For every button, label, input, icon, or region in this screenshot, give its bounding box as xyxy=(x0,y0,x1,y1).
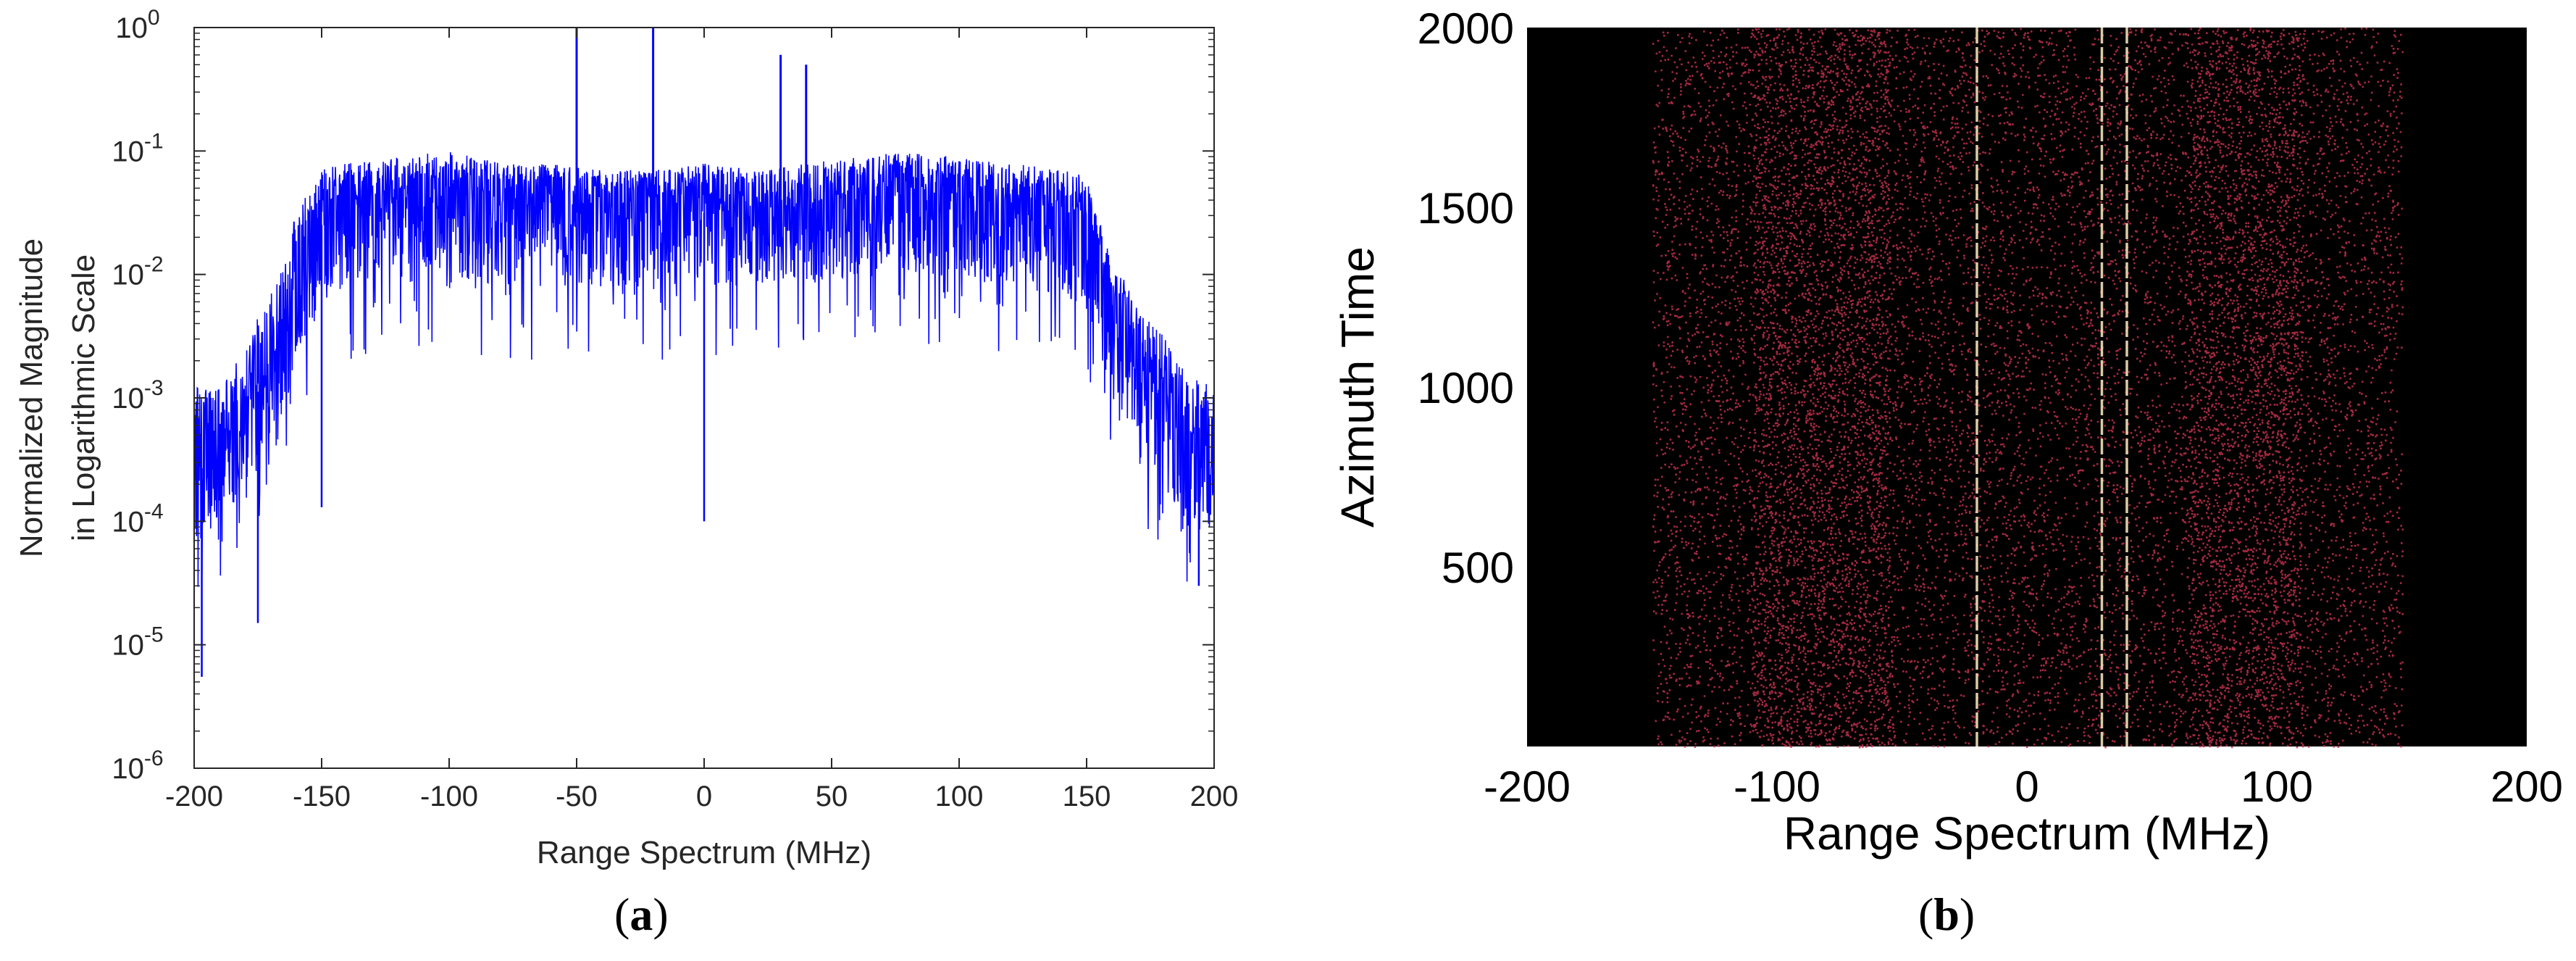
panel-b-image-background xyxy=(1527,28,2527,746)
panel-a-y-tick-label: 10-2 xyxy=(112,253,163,291)
caption-a: (a) xyxy=(614,889,669,940)
caption-a-letter: a xyxy=(630,889,653,940)
panel-b-x-tick-label: -100 xyxy=(1734,762,1820,811)
panel-b-y-tick-label: 500 xyxy=(1442,544,1514,592)
panel-b-x-tick-label: 200 xyxy=(2491,762,2563,811)
panel-a-y-axis-label-line1: Normalized Magnitude xyxy=(14,238,49,557)
panel-a-y-tick-label: 10-6 xyxy=(112,746,163,785)
panel-b-x-tick-label: 0 xyxy=(2015,762,2038,811)
panel-a-x-tick-label: 200 xyxy=(1190,781,1239,812)
panel-a-chart: -200 -150 -100 -50 0 50 100 150 200 10-6 10-5 10-4… xyxy=(14,6,1238,870)
panel-a-series-traces xyxy=(193,28,1215,677)
panel-a-x-axis-label: Range Spectrum (MHz) xyxy=(537,835,871,870)
panel-b-dot-field xyxy=(1652,28,2404,749)
panel-a-y-axis-label-line2: in Logarithmic Scale xyxy=(66,254,101,541)
panel-b-x-tick-label: 100 xyxy=(2241,762,2313,811)
panel-b-scatter-dots xyxy=(1652,28,2404,749)
panel-a-x-tick-label: -200 xyxy=(165,781,223,812)
panel-a-spectrum-line xyxy=(193,152,1215,587)
panel-b-y-tick-label: 1000 xyxy=(1418,364,1514,412)
panel-b-y-tick-label: 2000 xyxy=(1418,4,1514,53)
panel-b-chart: -200 -100 0 100 200 500 1000 1500 2000 Range Sp… xyxy=(1331,4,2563,860)
caption-b-letter: b xyxy=(1933,889,1960,940)
caption-b: (b) xyxy=(1918,889,1975,940)
panel-a-x-tick-label: 100 xyxy=(935,781,984,812)
panel-a-y-tick-label: 10-4 xyxy=(112,499,163,538)
panel-a-x-tick-label: 150 xyxy=(1063,781,1111,812)
panel-a-x-tick-label: -50 xyxy=(556,781,598,812)
panel-b-x-tick-label: -200 xyxy=(1484,762,1571,811)
panel-b-y-axis-label: Azimuth Time xyxy=(1331,246,1384,528)
panel-a-x-ticks: -200 -150 -100 -50 0 50 100 150 200 xyxy=(165,28,1238,812)
panel-a-y-tick-label: 10-3 xyxy=(112,376,163,415)
panel-a-x-tick-label: 50 xyxy=(816,781,848,812)
panel-b-interference-lines xyxy=(1975,28,2128,746)
panel-a-y-tick-label: 10-5 xyxy=(112,623,163,662)
panel-b-x-axis-label: Range Spectrum (MHz) xyxy=(1783,807,2270,860)
panel-a-y-ticks: 10-6 10-5 10-4 10-3 10-2 10-1 100 xyxy=(112,6,1214,785)
panel-b-x-ticks: -200 -100 0 100 200 xyxy=(1484,762,2563,811)
panel-a-x-tick-label: -100 xyxy=(420,781,478,812)
panel-a-x-tick-label: 0 xyxy=(696,781,712,812)
panel-b-y-tick-label: 1500 xyxy=(1418,184,1514,233)
panel-b-y-ticks: 500 1000 1500 2000 xyxy=(1418,4,1514,592)
panel-a-y-tick-label: 10-1 xyxy=(112,129,163,167)
panel-a-x-tick-label: -150 xyxy=(293,781,351,812)
panel-a-y-tick-label: 100 xyxy=(115,6,159,44)
